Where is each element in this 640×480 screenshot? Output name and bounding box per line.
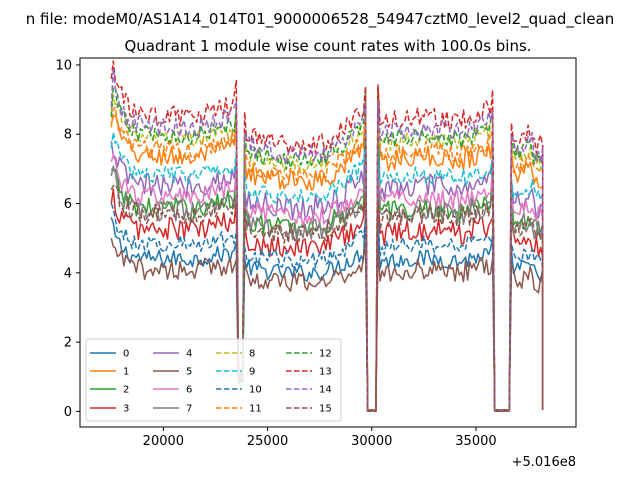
series-line-1 (110, 107, 544, 413)
legend-label-14: 14 (319, 385, 332, 396)
legend-label-12: 12 (319, 349, 332, 360)
series-line-11 (110, 106, 544, 412)
legend-label-4: 4 (186, 349, 192, 360)
legend-label-15: 15 (319, 404, 332, 415)
x-tick-label: 20000 (143, 434, 184, 449)
legend-frame (85, 338, 342, 422)
x-axis-offset-label: +5.016e8 (512, 455, 576, 470)
legend-label-6: 6 (186, 385, 192, 396)
series-line-4 (110, 141, 544, 413)
series-line-9 (110, 131, 544, 413)
x-tick-label: 30000 (351, 434, 392, 449)
series-line-5 (110, 238, 544, 413)
series-line-0 (110, 212, 544, 412)
legend-label-0: 0 (123, 349, 129, 360)
legend-label-3: 3 (123, 404, 129, 415)
series-line-14 (110, 67, 544, 413)
chart-suptitle: n file: modeM0/AS1A14_014T01_9000006528_… (26, 10, 615, 29)
legend-label-11: 11 (249, 404, 262, 415)
y-tick-label: 2 (64, 336, 72, 351)
plot-area (79, 57, 577, 428)
legend-label-10: 10 (249, 385, 262, 396)
y-tick-label: 8 (64, 128, 72, 143)
legend-label-2: 2 (123, 385, 129, 396)
chart-title: Quadrant 1 module wise count rates with … (124, 37, 531, 55)
y-tick-label: 0 (64, 405, 72, 420)
y-tick-label: 10 (55, 58, 72, 73)
legend-label-7: 7 (186, 404, 192, 415)
x-axis-ticks: 20000 25000 30000 35000 (143, 427, 497, 449)
series-line-13 (110, 60, 544, 413)
series-line-3 (110, 188, 544, 413)
x-tick-label: 25000 (247, 434, 288, 449)
y-axis-ticks: 0 2 4 6 8 10 (55, 58, 80, 420)
legend-label-9: 9 (249, 367, 255, 378)
series-lines (110, 60, 544, 413)
y-tick-label: 6 (64, 197, 72, 212)
legend-label-1: 1 (123, 367, 129, 378)
series-line-10 (110, 203, 544, 412)
axes-frame (79, 57, 577, 428)
x-tick-label: 35000 (455, 434, 496, 449)
legend-label-8: 8 (249, 349, 255, 360)
series-line-15 (110, 184, 544, 413)
series-line-12 (110, 85, 544, 413)
y-tick-label: 4 (64, 266, 72, 281)
series-line-7 (110, 165, 544, 413)
legend-label-5: 5 (186, 367, 192, 378)
legend-label-13: 13 (319, 367, 332, 378)
